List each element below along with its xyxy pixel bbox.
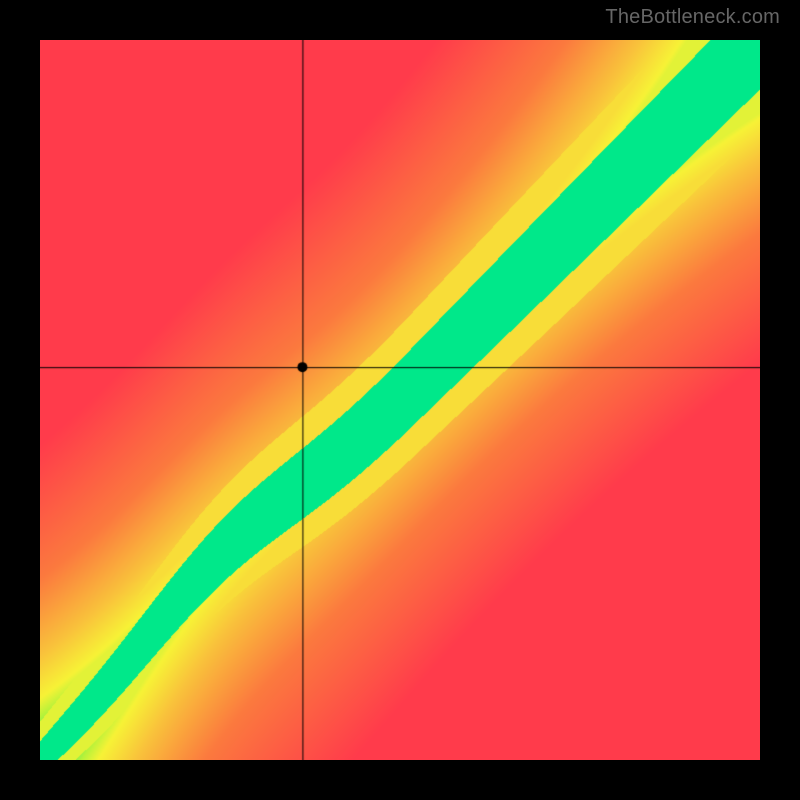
heatmap-plot <box>40 40 760 760</box>
watermark-text: TheBottleneck.com <box>605 6 780 29</box>
heatmap-canvas <box>40 40 760 760</box>
